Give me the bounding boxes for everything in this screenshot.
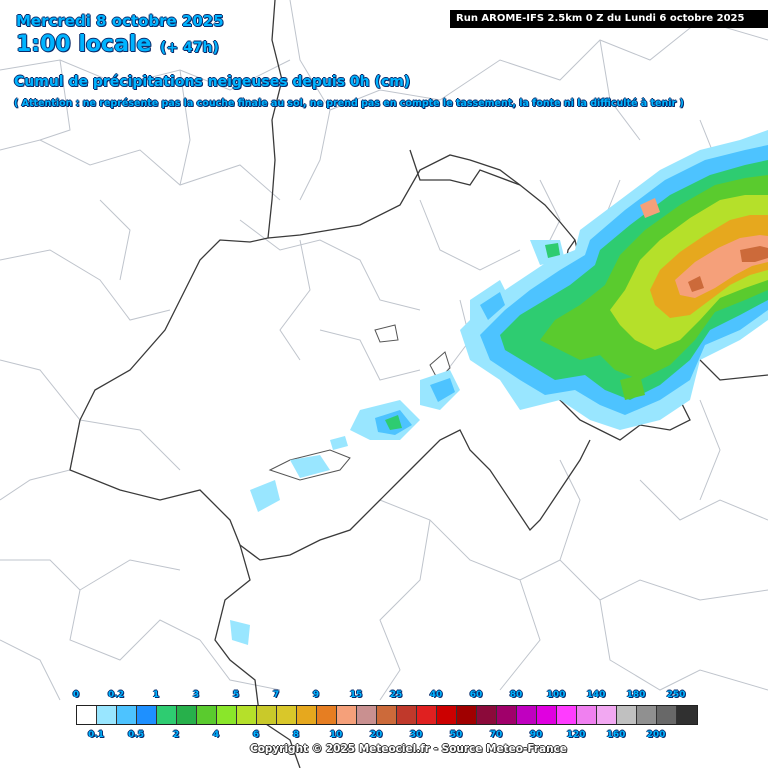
legend-label-top: 9: [312, 690, 320, 700]
legend-label-bottom: 6: [252, 730, 260, 740]
legend-swatch: [577, 706, 597, 724]
legend-label-top: 80: [509, 690, 523, 700]
legend-label-top: 25: [389, 690, 403, 700]
legend-swatch: [377, 706, 397, 724]
legend-swatch: [197, 706, 217, 724]
legend-label-bottom: 0.1: [88, 730, 104, 740]
legend-label-top: 15: [349, 690, 363, 700]
legend-swatch: [217, 706, 237, 724]
legend-label-top: 100: [546, 690, 566, 700]
legend-label-bottom: 0.5: [128, 730, 144, 740]
legend-swatch: [497, 706, 517, 724]
legend-swatch: [277, 706, 297, 724]
legend-label-bottom: 50: [449, 730, 463, 740]
legend-label-top: 0: [72, 690, 80, 700]
legend-label-top: 140: [586, 690, 606, 700]
legend-label-top: 0.2: [108, 690, 124, 700]
legend-label-bottom: 70: [489, 730, 503, 740]
legend-label-bottom: 8: [292, 730, 300, 740]
legend-swatch: [257, 706, 277, 724]
legend-swatch: [457, 706, 477, 724]
legend-label-top: 3: [192, 690, 200, 700]
lead-time: (+ 47h): [160, 40, 219, 56]
legend-label-bottom: 90: [529, 730, 543, 740]
snowfall-field: [230, 130, 768, 645]
legend-swatch: [477, 706, 497, 724]
legend-label-top: 7: [272, 690, 280, 700]
legend-swatch: [437, 706, 457, 724]
legend-label-top: 40: [429, 690, 443, 700]
legend-swatch: [177, 706, 197, 724]
legend-swatch: [557, 706, 577, 724]
legend-label-top: 60: [469, 690, 483, 700]
map-title: Cumul de précipitations neigeuses depuis…: [14, 74, 411, 90]
legend-label-top: 180: [626, 690, 646, 700]
legend-label-top: 5: [232, 690, 240, 700]
model-run-banner: Run AROME-IFS 2.5km 0 Z du Lundi 6 octob…: [450, 10, 768, 28]
legend-swatch: [677, 706, 697, 724]
legend-label-bottom: 30: [409, 730, 423, 740]
legend-swatch: [337, 706, 357, 724]
legend-label-bottom: 20: [369, 730, 383, 740]
legend-label-bottom: 4: [212, 730, 220, 740]
legend-label-bottom: 200: [646, 730, 666, 740]
legend-swatch: [537, 706, 557, 724]
legend-label-top: 1: [152, 690, 160, 700]
legend-label-bottom: 2: [172, 730, 180, 740]
legend-swatch: [517, 706, 537, 724]
legend-swatch: [397, 706, 417, 724]
region-boundaries: [0, 0, 768, 701]
color-legend: [76, 705, 698, 725]
legend-label-bottom: 120: [566, 730, 586, 740]
legend-swatch: [657, 706, 677, 724]
legend-swatch: [157, 706, 177, 724]
copyright: Copyright © 2025 Meteociel.fr - Source M…: [250, 743, 567, 755]
legend-swatch: [117, 706, 137, 724]
legend-swatch: [237, 706, 257, 724]
legend-swatch: [417, 706, 437, 724]
legend-swatch: [97, 706, 117, 724]
forecast-time: 1:00 locale: [16, 32, 152, 57]
legend-label-top: 250: [666, 690, 686, 700]
legend-swatch: [637, 706, 657, 724]
legend-label-bottom: 10: [329, 730, 343, 740]
legend-swatch: [317, 706, 337, 724]
legend-swatch: [357, 706, 377, 724]
legend-label-bottom: 160: [606, 730, 626, 740]
legend-swatch: [77, 706, 97, 724]
forecast-date: Mercredi 8 octobre 2025: [16, 12, 224, 30]
legend-swatch: [137, 706, 157, 724]
legend-swatch: [617, 706, 637, 724]
map-note: ( Attention : ne représente pas la couch…: [14, 98, 684, 109]
legend-swatch: [297, 706, 317, 724]
legend-swatch: [597, 706, 617, 724]
